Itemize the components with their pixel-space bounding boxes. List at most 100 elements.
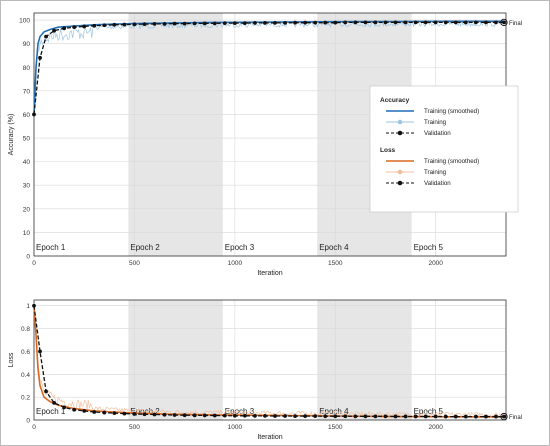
y-tick-label: 0.4	[21, 372, 30, 379]
accuracy-validation-point	[343, 20, 348, 25]
accuracy-validation-point	[242, 21, 247, 26]
x-axis-label: Iteration	[257, 434, 282, 441]
y-tick-label: 0.8	[21, 326, 30, 333]
accuracy-training-raw-line	[33, 20, 505, 115]
accuracy-validation-point	[413, 20, 418, 25]
accuracy-validation-point	[363, 20, 368, 25]
x-tick-label: 1000	[228, 260, 243, 267]
loss-validation-point	[72, 407, 77, 412]
loss-validation-point	[353, 414, 358, 419]
loss-validation-point	[82, 408, 87, 413]
accuracy-validation-point	[32, 112, 36, 117]
x-tick-label: 1500	[328, 260, 343, 267]
loss-validation-point	[273, 414, 277, 418]
plot-area-border	[33, 299, 507, 421]
accuracy-validation-point	[393, 20, 398, 25]
epoch-label-2: Epoch 2	[130, 407, 160, 416]
loss-validation-point	[443, 414, 448, 419]
accuracy-validation-point	[313, 20, 318, 25]
accuracy-validation-point	[333, 20, 338, 25]
x-tick-label: 500	[129, 260, 140, 267]
legend-group-title: Loss	[380, 147, 396, 154]
y-tick-label: 80	[23, 65, 31, 72]
loss-validation-point	[403, 414, 408, 419]
accuracy-validation-point	[102, 23, 107, 28]
epoch-band-2	[128, 13, 223, 256]
y-tick-label: 0.2	[21, 395, 30, 402]
accuracy-validation-point	[142, 22, 147, 26]
loss-validation-point	[393, 414, 398, 419]
accuracy-validation-point	[253, 21, 257, 25]
x-tick-label: 1000	[228, 424, 243, 431]
loss-validation-point	[122, 411, 127, 416]
loss-validation-point	[333, 414, 338, 419]
loss-validation-point	[232, 413, 237, 418]
final-marker	[500, 18, 508, 27]
accuracy-validation-point	[202, 21, 207, 26]
loss-validation-point	[212, 413, 217, 418]
y-tick-label: 100	[19, 18, 30, 25]
accuracy-validation-point	[72, 25, 77, 30]
accuracy-validation-point	[303, 20, 308, 25]
accuracy-validation-point	[132, 22, 137, 27]
loss-validation-point	[502, 414, 506, 419]
loss-validation-point	[423, 414, 428, 419]
accuracy-validation-point	[373, 20, 378, 25]
accuracy-validation-point	[112, 22, 117, 27]
epoch-label-5: Epoch 5	[414, 243, 444, 252]
loss-validation-point	[222, 413, 227, 418]
loss-validation-point	[323, 414, 328, 419]
accuracy-validation-point	[353, 20, 358, 25]
loss-validation-point	[383, 414, 388, 419]
y-tick-label: 30	[23, 183, 31, 190]
accuracy-validation-point	[44, 34, 48, 39]
accuracy-validation-point	[122, 22, 127, 27]
loss-validation-point	[283, 414, 287, 418]
accuracy-validation-point	[38, 55, 42, 60]
y-tick-label: 60	[23, 112, 31, 119]
y-tick-label: 50	[23, 136, 31, 143]
loss-validation-point	[172, 413, 177, 417]
y-tick-label: 0	[26, 418, 30, 425]
accuracy-validation-point	[433, 20, 438, 25]
accuracy-validation-point	[453, 20, 458, 25]
loss-validation-point	[112, 411, 117, 416]
epoch-label-5: Epoch 5	[414, 407, 444, 416]
accuracy-validation-point	[162, 21, 167, 26]
y-tick-label: 20	[23, 206, 31, 213]
accuracy-validation-point	[403, 20, 408, 25]
accuracy-validation-point	[323, 20, 328, 25]
accuracy-validation-point	[293, 20, 298, 25]
accuracy-validation-point	[484, 20, 488, 25]
legend-entry-label: Training (smoothed)	[424, 158, 479, 165]
loss-validation-point	[62, 405, 67, 410]
x-tick-label: 1500	[328, 424, 343, 431]
accuracy-validation-point	[494, 20, 498, 25]
loss-validation-point	[484, 414, 488, 419]
loss-validation-point	[373, 414, 378, 419]
accuracy-validation-point	[92, 23, 97, 28]
legend-swatch-marker	[397, 180, 403, 186]
accuracy-validation-point	[232, 21, 237, 26]
y-axis-label: Loss	[8, 352, 15, 367]
loss-validation-point	[263, 413, 267, 418]
x-tick-label: 2000	[428, 424, 443, 431]
legend-swatch-marker	[397, 130, 403, 136]
accuracy-validation-point	[172, 21, 177, 26]
legend-entry-label: Training (smoothed)	[424, 108, 479, 115]
accuracy-validation-point	[473, 20, 478, 25]
accuracy-validation-point	[463, 20, 468, 25]
legend: Accuracy Training (smoothed) Training Valid…	[369, 85, 519, 213]
accuracy-validation-point	[423, 20, 428, 25]
accuracy-validation-point	[52, 28, 56, 33]
y-tick-label: 0.6	[21, 349, 30, 356]
y-tick-label: 1	[26, 303, 30, 310]
loss-chart: 0 0.2 0.4 0.6 0.8 1 0 500 1000 1500 2000 Iteration L…	[8, 299, 522, 441]
accuracy-validation-point	[152, 21, 157, 26]
final-marker	[500, 412, 508, 421]
epoch-label-3: Epoch 3	[225, 407, 255, 416]
loss-validation-point	[102, 410, 107, 415]
x-tick-label: 500	[129, 424, 140, 431]
